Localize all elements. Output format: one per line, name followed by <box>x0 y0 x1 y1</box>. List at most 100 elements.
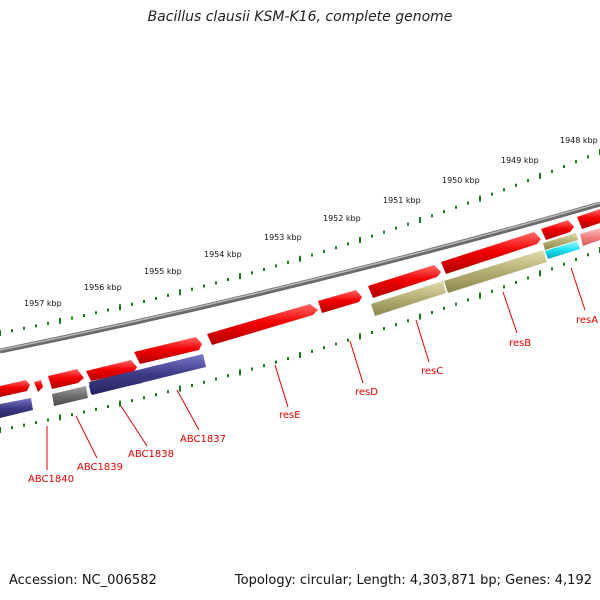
cog-bar[interactable] <box>444 250 547 293</box>
minor-tick <box>47 321 49 325</box>
gene-label[interactable]: resA <box>576 315 598 326</box>
minor-tick <box>287 260 289 264</box>
minor-tick <box>587 253 589 257</box>
minor-tick <box>107 308 109 312</box>
major-tick <box>119 400 121 407</box>
gene-arrow[interactable] <box>34 380 43 392</box>
minor-tick <box>215 281 217 285</box>
major-tick <box>59 317 61 324</box>
gene-arrow[interactable] <box>318 290 362 313</box>
gene-track <box>0 209 600 397</box>
gene-arrow[interactable] <box>368 265 441 298</box>
gene-label[interactable]: ABC1839 <box>77 462 123 473</box>
minor-tick <box>215 377 217 381</box>
cog-bar[interactable] <box>52 386 88 406</box>
cog-bar[interactable] <box>89 354 206 395</box>
minor-tick <box>167 390 169 394</box>
minor-tick <box>455 205 457 209</box>
minor-tick <box>23 423 25 427</box>
minor-tick <box>143 396 145 400</box>
major-tick <box>479 195 481 202</box>
minor-tick <box>95 407 97 411</box>
minor-tick <box>503 188 505 192</box>
minor-tick <box>407 222 409 226</box>
minor-tick <box>395 323 397 327</box>
minor-tick <box>587 155 589 159</box>
outer-tick-track <box>0 149 600 336</box>
gene-label[interactable]: resB <box>509 338 531 349</box>
minor-tick <box>203 380 205 384</box>
kbp-label: 1948 kbp <box>560 136 598 145</box>
major-tick <box>119 304 121 311</box>
kbp-label: 1954 kbp <box>204 250 242 259</box>
minor-tick <box>263 267 265 271</box>
minor-tick <box>71 316 73 320</box>
genome-backbone-highlight <box>0 202 600 351</box>
gene-label[interactable]: ABC1840 <box>28 474 74 485</box>
gene-arrow[interactable] <box>541 220 574 240</box>
cog-bar[interactable] <box>545 241 580 259</box>
cog-bar[interactable] <box>371 281 446 316</box>
cog-bar[interactable] <box>543 233 578 250</box>
minor-tick <box>503 285 505 289</box>
minor-tick <box>95 311 97 315</box>
gene-arrow[interactable] <box>0 380 30 397</box>
minor-tick <box>227 278 229 281</box>
gene-label[interactable]: ABC1838 <box>128 449 174 460</box>
inner-tick-track <box>0 247 600 433</box>
gene-arrow[interactable] <box>48 369 84 389</box>
minor-tick <box>515 280 517 284</box>
minor-tick <box>191 384 193 387</box>
gene-label[interactable]: resC <box>421 366 443 377</box>
minor-tick <box>431 311 433 314</box>
minor-tick <box>467 298 469 302</box>
map-title: Bacillus clausii KSM-K16, complete genom… <box>147 9 453 25</box>
major-tick <box>179 385 181 392</box>
kbp-label: 1953 kbp <box>264 233 302 242</box>
minor-tick <box>575 258 577 261</box>
minor-tick <box>11 426 13 430</box>
gene-arrow[interactable] <box>441 232 541 274</box>
gene-arrow[interactable] <box>86 360 137 381</box>
minor-tick <box>335 246 337 250</box>
minor-tick <box>563 262 565 266</box>
minor-tick <box>251 367 253 371</box>
minor-tick <box>347 242 349 246</box>
major-tick <box>539 270 541 277</box>
major-tick <box>359 237 361 243</box>
minor-tick <box>515 183 517 187</box>
kbp-label: 1955 kbp <box>144 267 182 276</box>
minor-tick <box>491 192 493 196</box>
minor-tick <box>23 326 25 330</box>
major-tick <box>539 172 541 179</box>
cog-bar[interactable] <box>580 228 600 246</box>
minor-tick <box>335 342 337 346</box>
cog-bar[interactable] <box>0 398 33 418</box>
kbp-label: 1950 kbp <box>442 176 480 185</box>
minor-tick <box>311 253 313 257</box>
gene-labels: ABC1840 ABC1839 ABC1838 ABC1837 resE res… <box>28 315 598 485</box>
minor-tick <box>143 299 145 303</box>
kbp-label: 1957 kbp <box>24 299 62 308</box>
kbp-label: 1951 kbp <box>383 196 421 205</box>
minor-tick <box>47 418 49 422</box>
gene-label[interactable]: resE <box>279 410 301 421</box>
major-tick <box>0 427 1 433</box>
minor-tick <box>527 179 529 183</box>
minor-tick <box>455 302 457 306</box>
minor-tick <box>323 346 325 350</box>
major-tick <box>179 289 181 296</box>
major-tick <box>0 330 1 336</box>
minor-tick <box>155 393 157 397</box>
minor-tick <box>107 405 109 408</box>
minor-tick <box>167 293 169 297</box>
gene-arrow[interactable] <box>577 209 600 229</box>
gene-label[interactable]: ABC1837 <box>180 434 226 445</box>
kbp-label: 1956 kbp <box>84 283 122 292</box>
gene-label[interactable]: resD <box>355 387 378 398</box>
gene-arrow[interactable] <box>207 304 318 345</box>
gene-arrow[interactable] <box>134 337 202 364</box>
genome-summary-text: Topology: circular; Length: 4,303,871 bp… <box>234 573 592 588</box>
minor-tick <box>383 230 385 234</box>
